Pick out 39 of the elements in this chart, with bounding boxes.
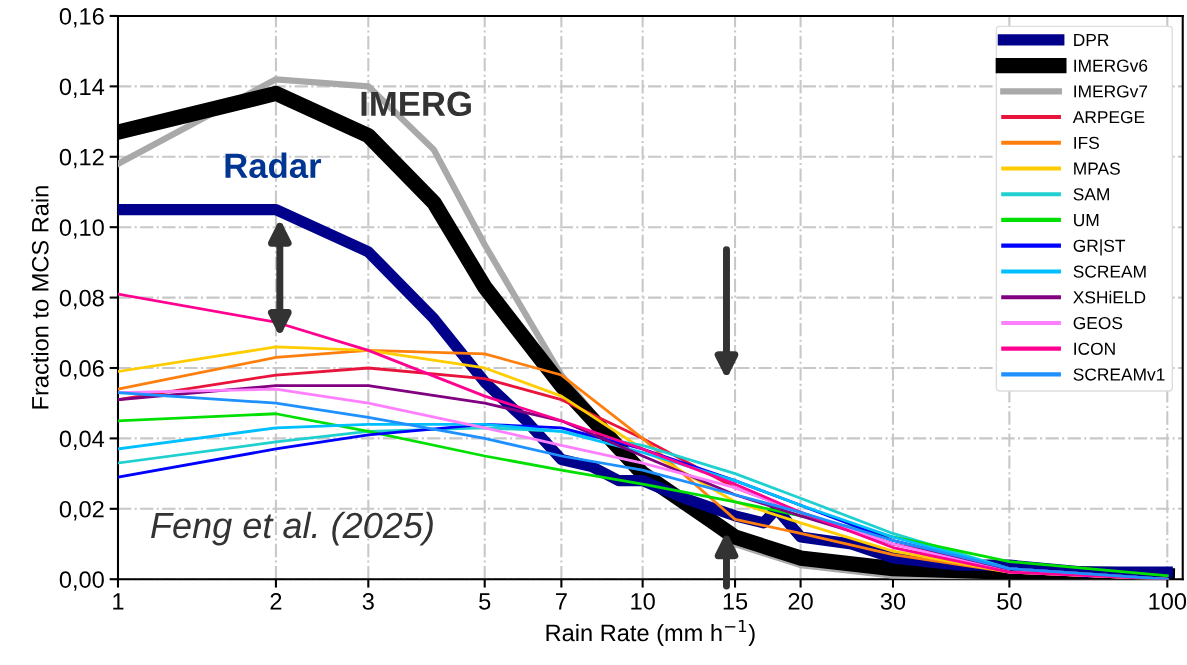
y-axis-title: Fraction to MCS Rain [31,186,49,409]
x-tick-label: 30 [880,593,906,610]
x-tick-label: 1 [113,593,124,610]
legend-label: IMERGv6 [1074,59,1148,72]
annotation: Radar [225,152,322,179]
y-tick-label: 0,02 [59,500,104,521]
x-tick-label: 7 [556,593,567,610]
y-tick-label: 0,00 [59,571,104,591]
x-tick-label: 20 [788,593,813,610]
y-tick-label: 0,08 [59,289,104,310]
x-tick-label: 5 [479,593,491,610]
y-tick-label: 0,06 [59,360,104,380]
x-axis-title: Rain Rate (mm h$^{−1}$) [546,619,755,646]
x-tick-label: 100 [1149,593,1187,610]
x-tick-label: 3 [362,593,374,610]
x-tick-label: 15 [723,593,748,610]
legend-label: GEOS [1073,316,1123,330]
y-tick-label: 0,14 [59,78,105,98]
legend-label: SAM [1073,188,1109,201]
legend-label: GR|ST [1073,239,1126,256]
x-tick-label: 50 [997,593,1022,610]
y-tick-label: 0,16 [59,8,104,28]
annotation: Feng et al. (2025) [151,511,433,546]
x-tick-label: 10 [631,593,655,610]
legend-label: IMERGv7 [1074,85,1148,98]
legend-label: IFS [1074,136,1099,149]
legend-label: SCREAM [1073,265,1146,278]
y-tick-label: 0,12 [59,148,104,169]
legend-label: XSHiELD [1073,290,1146,304]
legend-label: ICON [1074,342,1115,355]
legend-label: SCREAMv1 [1073,368,1165,381]
legend-label: DPR [1074,33,1109,46]
legend-label: ARPEGE [1072,110,1145,124]
annotation: IMERG [361,91,471,117]
legend-label: MPAS [1074,162,1120,175]
y-tick-label: 0,04 [59,430,105,450]
x-tick-label: 2 [270,593,282,610]
legend-label: UM [1074,214,1099,227]
y-tick-label: 0,10 [59,219,104,239]
